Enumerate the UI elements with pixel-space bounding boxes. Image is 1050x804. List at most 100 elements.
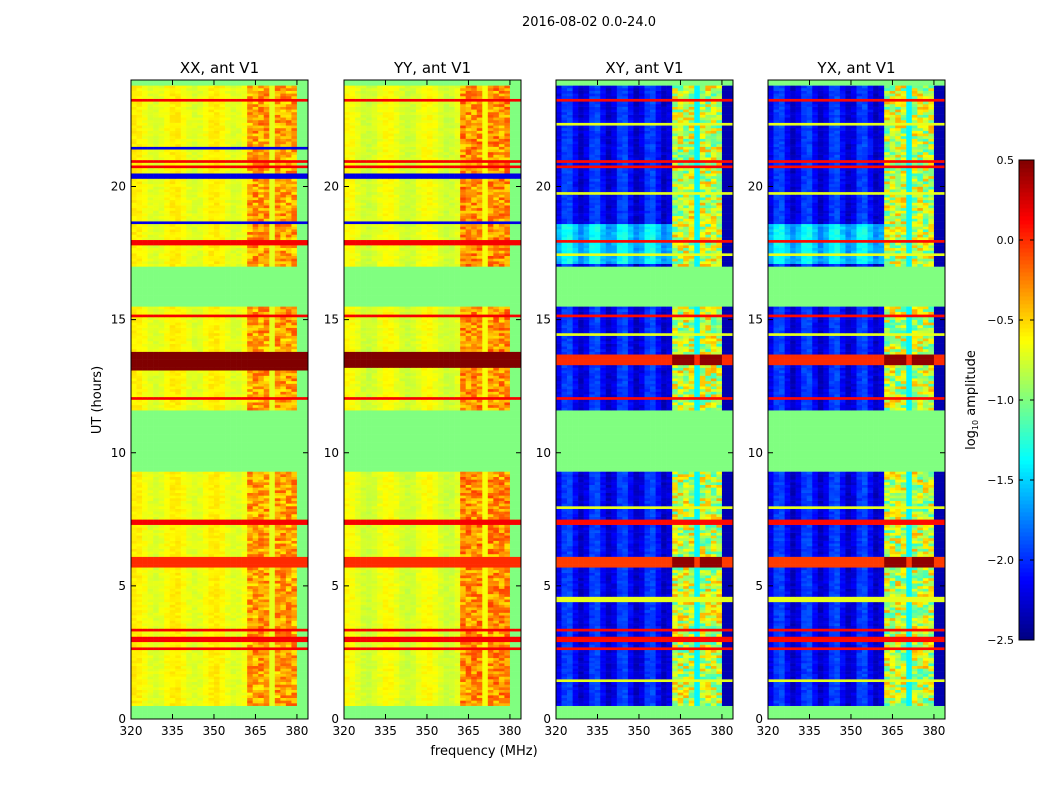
heatmap-cell [186, 407, 192, 410]
heatmap-cell [236, 695, 242, 698]
heatmap-cell [170, 527, 176, 530]
heatmap-cell [197, 407, 203, 410]
heatmap-cell [286, 666, 292, 669]
heatmap-cell [231, 708, 237, 711]
heatmap-cell [142, 583, 148, 586]
heatmap-cell [269, 573, 275, 576]
heatmap-cell [247, 392, 253, 395]
heatmap-cell [236, 573, 242, 576]
heatmap-cell [258, 527, 264, 530]
heatmap-cell [231, 320, 237, 323]
heatmap-cell [192, 530, 198, 533]
heatmap-cell [142, 535, 148, 538]
heatmap-cell [148, 690, 154, 693]
heatmap-cell [214, 482, 220, 485]
heatmap-cell [164, 575, 170, 578]
heatmap-cell [297, 605, 303, 608]
heatmap-cell [186, 447, 192, 450]
heatmap-cell [153, 682, 159, 685]
heatmap-cell [131, 700, 137, 703]
heatmap-cell [275, 373, 281, 376]
heatmap-cell [175, 594, 181, 597]
heatmap-cell [203, 687, 209, 690]
heatmap-cell [264, 714, 270, 717]
heatmap-cell [247, 495, 253, 498]
heatmap-cell [159, 402, 165, 405]
heatmap-cell [220, 418, 226, 421]
heatmap-cell [181, 615, 187, 618]
heatmap-cell [175, 644, 181, 647]
heatmap-cell [253, 469, 259, 472]
heatmap-cell [131, 312, 137, 315]
heatmap-cell [175, 320, 181, 323]
heatmap-cell [258, 652, 264, 655]
heatmap-cell [231, 573, 237, 576]
heatmap-cell [225, 652, 231, 655]
heatmap-cell [208, 578, 214, 581]
heatmap-cell [170, 458, 176, 461]
heatmap-cell [264, 394, 270, 397]
heatmap-cell [203, 437, 209, 440]
heatmap-cell [214, 469, 220, 472]
heatmap-cell [236, 663, 242, 666]
heatmap-cell [208, 626, 214, 629]
heatmap-cell [280, 636, 286, 639]
heatmap-cell [286, 583, 292, 586]
heatmap-cell [192, 477, 198, 480]
heatmap-cell [197, 338, 203, 341]
heatmap-cell [242, 447, 248, 450]
heatmap-cell [197, 714, 203, 717]
heatmap-cell [142, 445, 148, 448]
heatmap-cell [203, 628, 209, 631]
heatmap-cell [269, 623, 275, 626]
heatmap-cell [203, 314, 209, 317]
heatmap-cell [197, 559, 203, 562]
heatmap-cell [302, 378, 308, 381]
heatmap-cell [291, 682, 297, 685]
heatmap-cell [203, 373, 209, 376]
heatmap-cell [302, 650, 308, 653]
heatmap-cell [225, 692, 231, 695]
heatmap-cell [170, 328, 176, 331]
heatmap-cell [208, 610, 214, 613]
heatmap-cell [208, 613, 214, 616]
heatmap-cell [291, 591, 297, 594]
heatmap-cell [236, 453, 242, 456]
heatmap-cell [137, 549, 143, 552]
heatmap-cell [291, 376, 297, 379]
heatmap-cell [137, 410, 143, 413]
heatmap-cell [220, 676, 226, 679]
heatmap-cell [264, 538, 270, 541]
heatmap-cell [148, 354, 154, 357]
heatmap-cell [164, 583, 170, 586]
heatmap-cell [214, 439, 220, 442]
heatmap-cell [148, 461, 154, 464]
heatmap-cell [208, 370, 214, 373]
heatmap-cell [247, 346, 253, 349]
heatmap-cell [258, 384, 264, 387]
heatmap-cell [269, 378, 275, 381]
heatmap-cell [253, 668, 259, 671]
heatmap-cell [258, 338, 264, 341]
heatmap-cell [269, 618, 275, 621]
heatmap-cell [164, 373, 170, 376]
heatmap-cell [225, 439, 231, 442]
heatmap-cell [142, 413, 148, 416]
heatmap-cell [242, 559, 248, 562]
heatmap-cell [231, 442, 237, 445]
heatmap-cell [264, 698, 270, 701]
heatmap-cell [170, 711, 176, 714]
heatmap-cell [247, 461, 253, 464]
heatmap-cell [186, 708, 192, 711]
heatmap-cell [236, 514, 242, 517]
heatmap-cell [159, 698, 165, 701]
heatmap-cell [247, 407, 253, 410]
heatmap-cell [286, 706, 292, 709]
heatmap-cell [269, 479, 275, 482]
heatmap-cell [291, 698, 297, 701]
heatmap-cell [220, 682, 226, 685]
heatmap-cell [175, 570, 181, 573]
heatmap-cell [242, 599, 248, 602]
heatmap-cell [242, 655, 248, 658]
heatmap-cell [164, 442, 170, 445]
